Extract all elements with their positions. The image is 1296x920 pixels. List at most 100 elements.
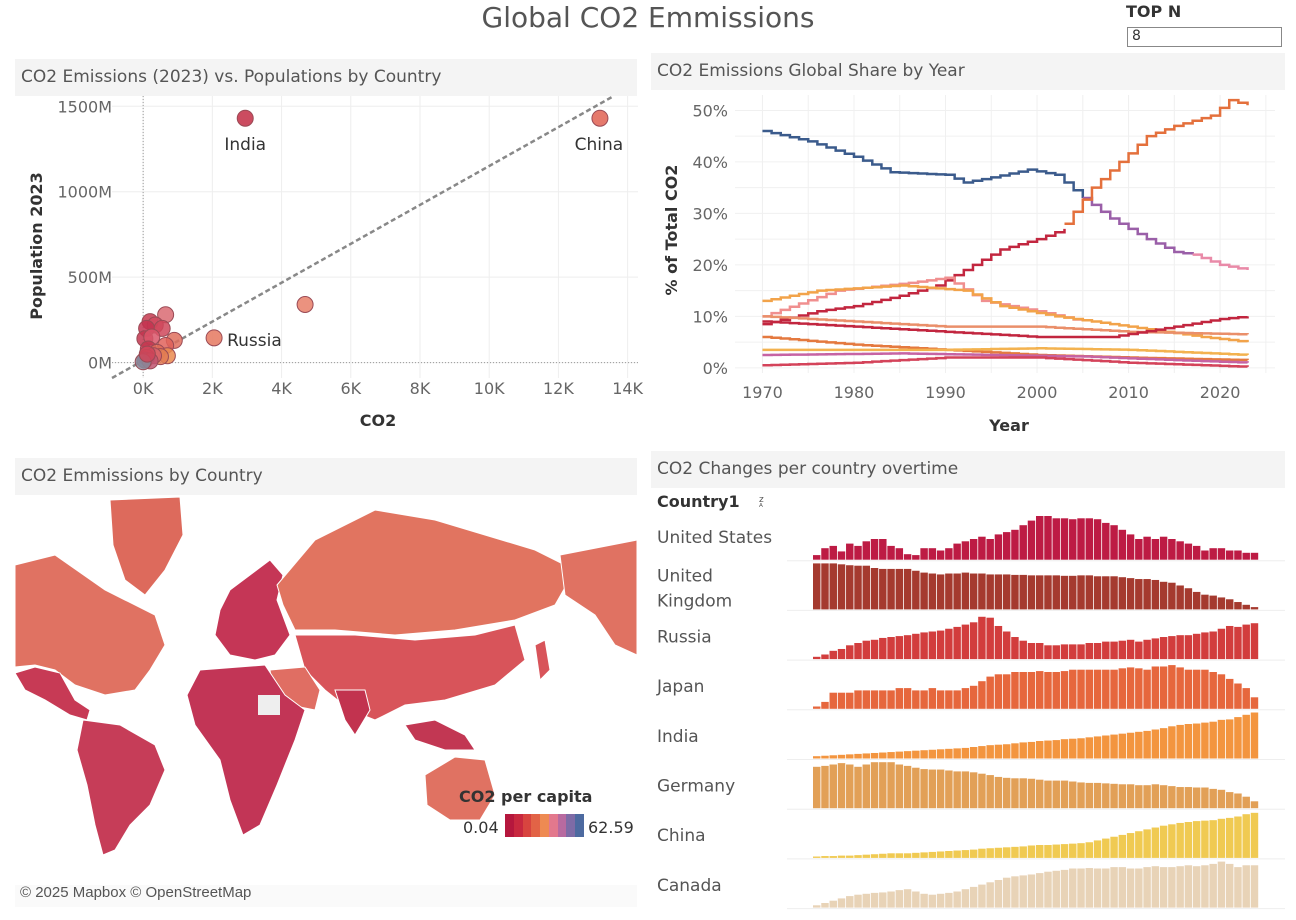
country-bar[interactable] [1069,575,1077,610]
map-far-east[interactable] [559,539,637,656]
country-bar[interactable] [1110,641,1118,660]
country-bar[interactable] [1011,574,1019,610]
country-bar[interactable] [1250,623,1259,660]
country-bar[interactable] [837,648,846,660]
map-greenland[interactable] [109,496,184,596]
country-bar[interactable] [1176,541,1184,560]
country-bar[interactable] [1192,669,1201,709]
country-bar[interactable] [813,905,821,908]
country-bar[interactable] [903,751,912,759]
country-bar[interactable] [1209,788,1217,809]
country-bar[interactable] [969,622,978,660]
country-bar[interactable] [945,573,953,610]
map-europe[interactable] [214,559,291,661]
country-bar[interactable] [1192,633,1201,660]
country-bar[interactable] [1159,666,1168,709]
country-bar[interactable] [1060,869,1069,908]
country-bar[interactable] [1192,545,1201,560]
country-bar[interactable] [978,884,986,908]
country-bar[interactable] [1118,834,1127,858]
country-bar[interactable] [813,656,821,660]
map-australia[interactable] [424,756,496,821]
country-bar[interactable] [1176,866,1184,908]
country-bar[interactable] [1126,784,1135,809]
country-bar[interactable] [879,539,887,560]
country-bar[interactable] [1201,550,1209,560]
country-bar[interactable] [1069,644,1077,660]
country-label[interactable]: Russia [657,627,712,647]
country-bar[interactable] [994,744,1003,759]
country-bar[interactable] [1168,636,1176,660]
country-bar[interactable] [879,752,887,759]
map-japan[interactable] [534,639,551,682]
country-bar[interactable] [1168,539,1176,560]
country-bar[interactable] [1176,724,1184,759]
country-bar[interactable] [969,685,978,709]
country-bar[interactable] [1118,733,1127,759]
country-bar[interactable] [837,763,846,809]
country-bar[interactable] [978,746,986,759]
country-bar[interactable] [1052,844,1060,858]
country-bar[interactable] [936,893,945,908]
country-bar[interactable] [1036,779,1044,809]
country-bar[interactable] [1036,643,1044,660]
country-bar[interactable] [1027,741,1036,759]
country-bar[interactable] [879,637,887,660]
country-bar[interactable] [978,573,986,610]
country-bar[interactable] [1217,818,1226,858]
country-label[interactable]: Canada [657,876,722,896]
country-bar[interactable] [1093,643,1102,660]
country-bar[interactable] [1085,842,1094,858]
country-bar[interactable] [837,855,846,858]
country-bar[interactable] [1052,672,1060,709]
country-bar[interactable] [928,548,937,560]
country-bar[interactable] [1184,865,1193,908]
country-bar[interactable] [846,692,854,709]
country-bar[interactable] [945,851,953,858]
country-bar[interactable] [986,617,994,660]
country-bar[interactable] [1126,833,1135,858]
country-bar[interactable] [813,706,821,709]
country-bar[interactable] [994,534,1003,560]
country-bar[interactable] [1225,599,1234,610]
country-bar[interactable] [1052,740,1060,759]
country-bar[interactable] [887,853,895,858]
country-bar[interactable] [1060,844,1069,858]
share-series-line[interactable] [762,315,1249,339]
country-bar[interactable] [1085,737,1094,759]
country-bar[interactable] [1234,550,1242,560]
country-bar[interactable] [903,635,912,660]
country-bar[interactable] [879,690,887,709]
country-bar[interactable] [846,855,854,858]
country-bar[interactable] [887,545,895,560]
country-bar[interactable] [1118,577,1127,610]
country-bar[interactable] [821,548,829,560]
country-bar[interactable] [1069,519,1077,560]
country-bar[interactable] [895,636,904,660]
country-bar[interactable] [1143,639,1151,660]
share-series-line[interactable] [762,356,1249,368]
country-bar[interactable] [870,762,879,809]
country-bar[interactable] [1036,516,1044,560]
country-bar[interactable] [1044,780,1052,809]
country-bar[interactable] [1044,740,1052,759]
country-bar[interactable] [1225,817,1234,858]
country-bar[interactable] [821,765,829,809]
country-bar[interactable] [920,893,928,908]
country-bar[interactable] [1027,874,1036,908]
country-bar[interactable] [837,692,846,709]
country-bar[interactable] [953,891,961,908]
country-bar[interactable] [928,573,937,610]
country-bar[interactable] [1102,868,1110,908]
country-bar[interactable] [879,762,887,809]
country-bar[interactable] [961,624,970,660]
country-bar[interactable] [936,574,945,610]
country-bar[interactable] [870,892,879,908]
country-bar[interactable] [879,853,887,858]
map-india[interactable] [334,689,371,736]
country-bar[interactable] [953,748,961,759]
country-bar[interactable] [1192,787,1201,809]
country-bar[interactable] [994,847,1003,858]
country-bar[interactable] [1192,821,1201,858]
